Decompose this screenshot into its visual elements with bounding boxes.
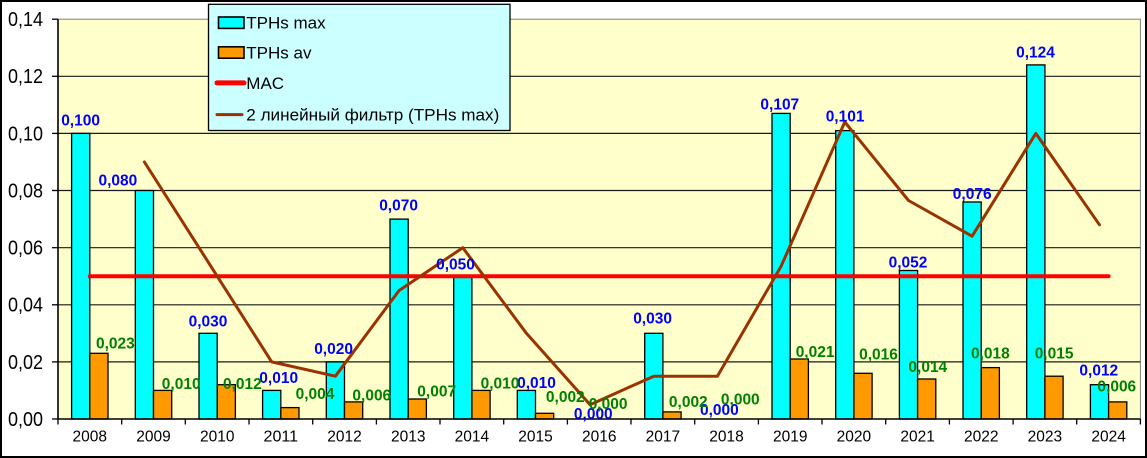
svg-text:2017: 2017: [646, 429, 681, 446]
svg-text:2020: 2020: [837, 429, 872, 446]
svg-text:2011: 2011: [264, 429, 299, 446]
svg-text:0,100: 0,100: [61, 112, 100, 129]
svg-text:0,021: 0,021: [796, 344, 835, 361]
svg-text:0,010: 0,010: [517, 375, 556, 392]
svg-text:0,107: 0,107: [760, 96, 799, 113]
svg-text:0,015: 0,015: [1035, 346, 1074, 363]
svg-text:0,006: 0,006: [1097, 378, 1136, 395]
svg-text:0,014: 0,014: [908, 359, 947, 376]
svg-text:0,010: 0,010: [481, 376, 520, 393]
svg-text:0,10: 0,10: [8, 123, 43, 145]
svg-text:0,030: 0,030: [633, 311, 672, 328]
svg-text:MAC: MAC: [246, 74, 284, 93]
svg-text:0,006: 0,006: [352, 387, 391, 404]
svg-text:0,004: 0,004: [296, 386, 335, 403]
svg-text:0,052: 0,052: [889, 254, 928, 271]
svg-text:2022: 2022: [964, 429, 999, 446]
svg-text:0,002: 0,002: [669, 394, 708, 411]
svg-text:0,080: 0,080: [99, 173, 138, 190]
svg-text:2015: 2015: [518, 429, 553, 446]
svg-text:0,018: 0,018: [971, 346, 1010, 363]
svg-text:0,02: 0,02: [8, 352, 43, 374]
svg-text:0,070: 0,070: [379, 198, 418, 215]
svg-text:2008: 2008: [73, 429, 108, 446]
svg-text:2010: 2010: [200, 429, 235, 446]
svg-text:0,101: 0,101: [826, 108, 865, 125]
svg-text:2021: 2021: [900, 429, 935, 446]
svg-text:TPHs av: TPHs av: [246, 44, 312, 63]
svg-text:2 линейный фильтр (TPHs max): 2 линейный фильтр (TPHs max): [246, 106, 499, 125]
svg-text:0,14: 0,14: [8, 9, 43, 31]
svg-text:0,000: 0,000: [721, 392, 760, 409]
svg-text:0,050: 0,050: [436, 257, 475, 274]
svg-text:2009: 2009: [136, 429, 171, 446]
svg-text:0,076: 0,076: [953, 186, 992, 203]
svg-text:0,007: 0,007: [417, 384, 456, 401]
svg-text:0,002: 0,002: [546, 389, 585, 406]
svg-text:0,012: 0,012: [223, 376, 262, 393]
svg-text:0,016: 0,016: [859, 347, 898, 364]
svg-text:2013: 2013: [391, 429, 426, 446]
svg-text:TPHs max: TPHs max: [246, 14, 326, 33]
svg-text:2012: 2012: [327, 429, 362, 446]
svg-text:0,04: 0,04: [8, 295, 43, 317]
svg-text:0,023: 0,023: [96, 335, 135, 352]
svg-text:2019: 2019: [773, 429, 808, 446]
svg-text:0,124: 0,124: [1016, 44, 1055, 61]
svg-text:0,010: 0,010: [162, 376, 201, 393]
svg-text:0,000: 0,000: [574, 406, 613, 423]
svg-text:0,012: 0,012: [1079, 363, 1118, 380]
svg-text:0,010: 0,010: [259, 370, 298, 387]
svg-text:2016: 2016: [582, 429, 617, 446]
svg-text:2023: 2023: [1028, 429, 1063, 446]
svg-text:0,000: 0,000: [700, 402, 739, 419]
svg-text:2018: 2018: [709, 429, 744, 446]
svg-text:0,00: 0,00: [8, 409, 43, 431]
svg-text:0,06: 0,06: [8, 238, 43, 260]
svg-text:2014: 2014: [455, 429, 490, 446]
svg-text:0,020: 0,020: [314, 341, 353, 358]
svg-text:0,000: 0,000: [589, 396, 628, 413]
svg-text:0,08: 0,08: [8, 180, 43, 202]
svg-text:0,030: 0,030: [189, 313, 228, 330]
svg-text:0,12: 0,12: [8, 66, 43, 88]
svg-text:2024: 2024: [1091, 429, 1126, 446]
